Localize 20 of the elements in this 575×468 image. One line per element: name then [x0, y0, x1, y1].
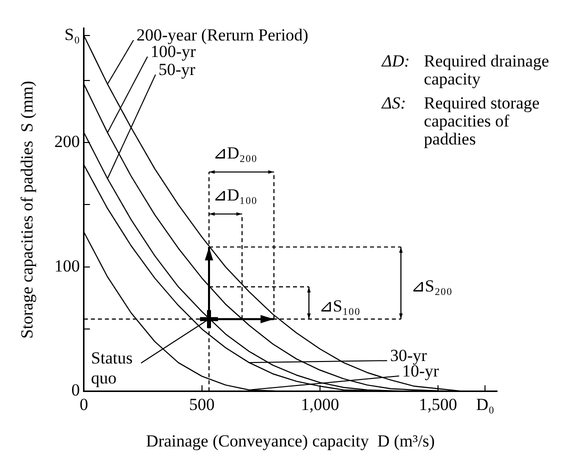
- x-axis-title: Drainage (Conveyance) capacity D (m³/s): [146, 431, 435, 450]
- text: 200-year (Rerurn Period): [136, 26, 308, 45]
- annotation: ⊿S₁₀₀: [318, 296, 360, 316]
- annotation: ΔS: Required storage capacities of paddies: [380, 94, 540, 149]
- annotation: Status quo: [91, 348, 133, 388]
- annotation: ⊿S₂₀₀: [410, 276, 452, 296]
- y-tick-label: S₀: [64, 25, 80, 44]
- y-tick-label: 0: [71, 380, 80, 400]
- series-label: 30-yr: [390, 346, 428, 366]
- x-tick-label: 1,500: [418, 394, 458, 414]
- y-tick-label: 200: [54, 132, 80, 152]
- annotation: ⊿D₂₀₀: [213, 143, 258, 162]
- x-tick-label: D₀: [476, 394, 494, 414]
- x-tick-label: 500: [189, 394, 215, 414]
- y-axis-title: Storage capacities of paddies S (mm): [18, 80, 37, 339]
- x-tick-label: 1,000: [300, 394, 340, 414]
- annotation: ΔD: Required drainage capacity: [380, 52, 549, 89]
- text: 50-yr: [158, 60, 196, 80]
- annotation: ⊿D₁₀₀: [213, 185, 258, 204]
- y-tick-label: 100: [54, 256, 80, 276]
